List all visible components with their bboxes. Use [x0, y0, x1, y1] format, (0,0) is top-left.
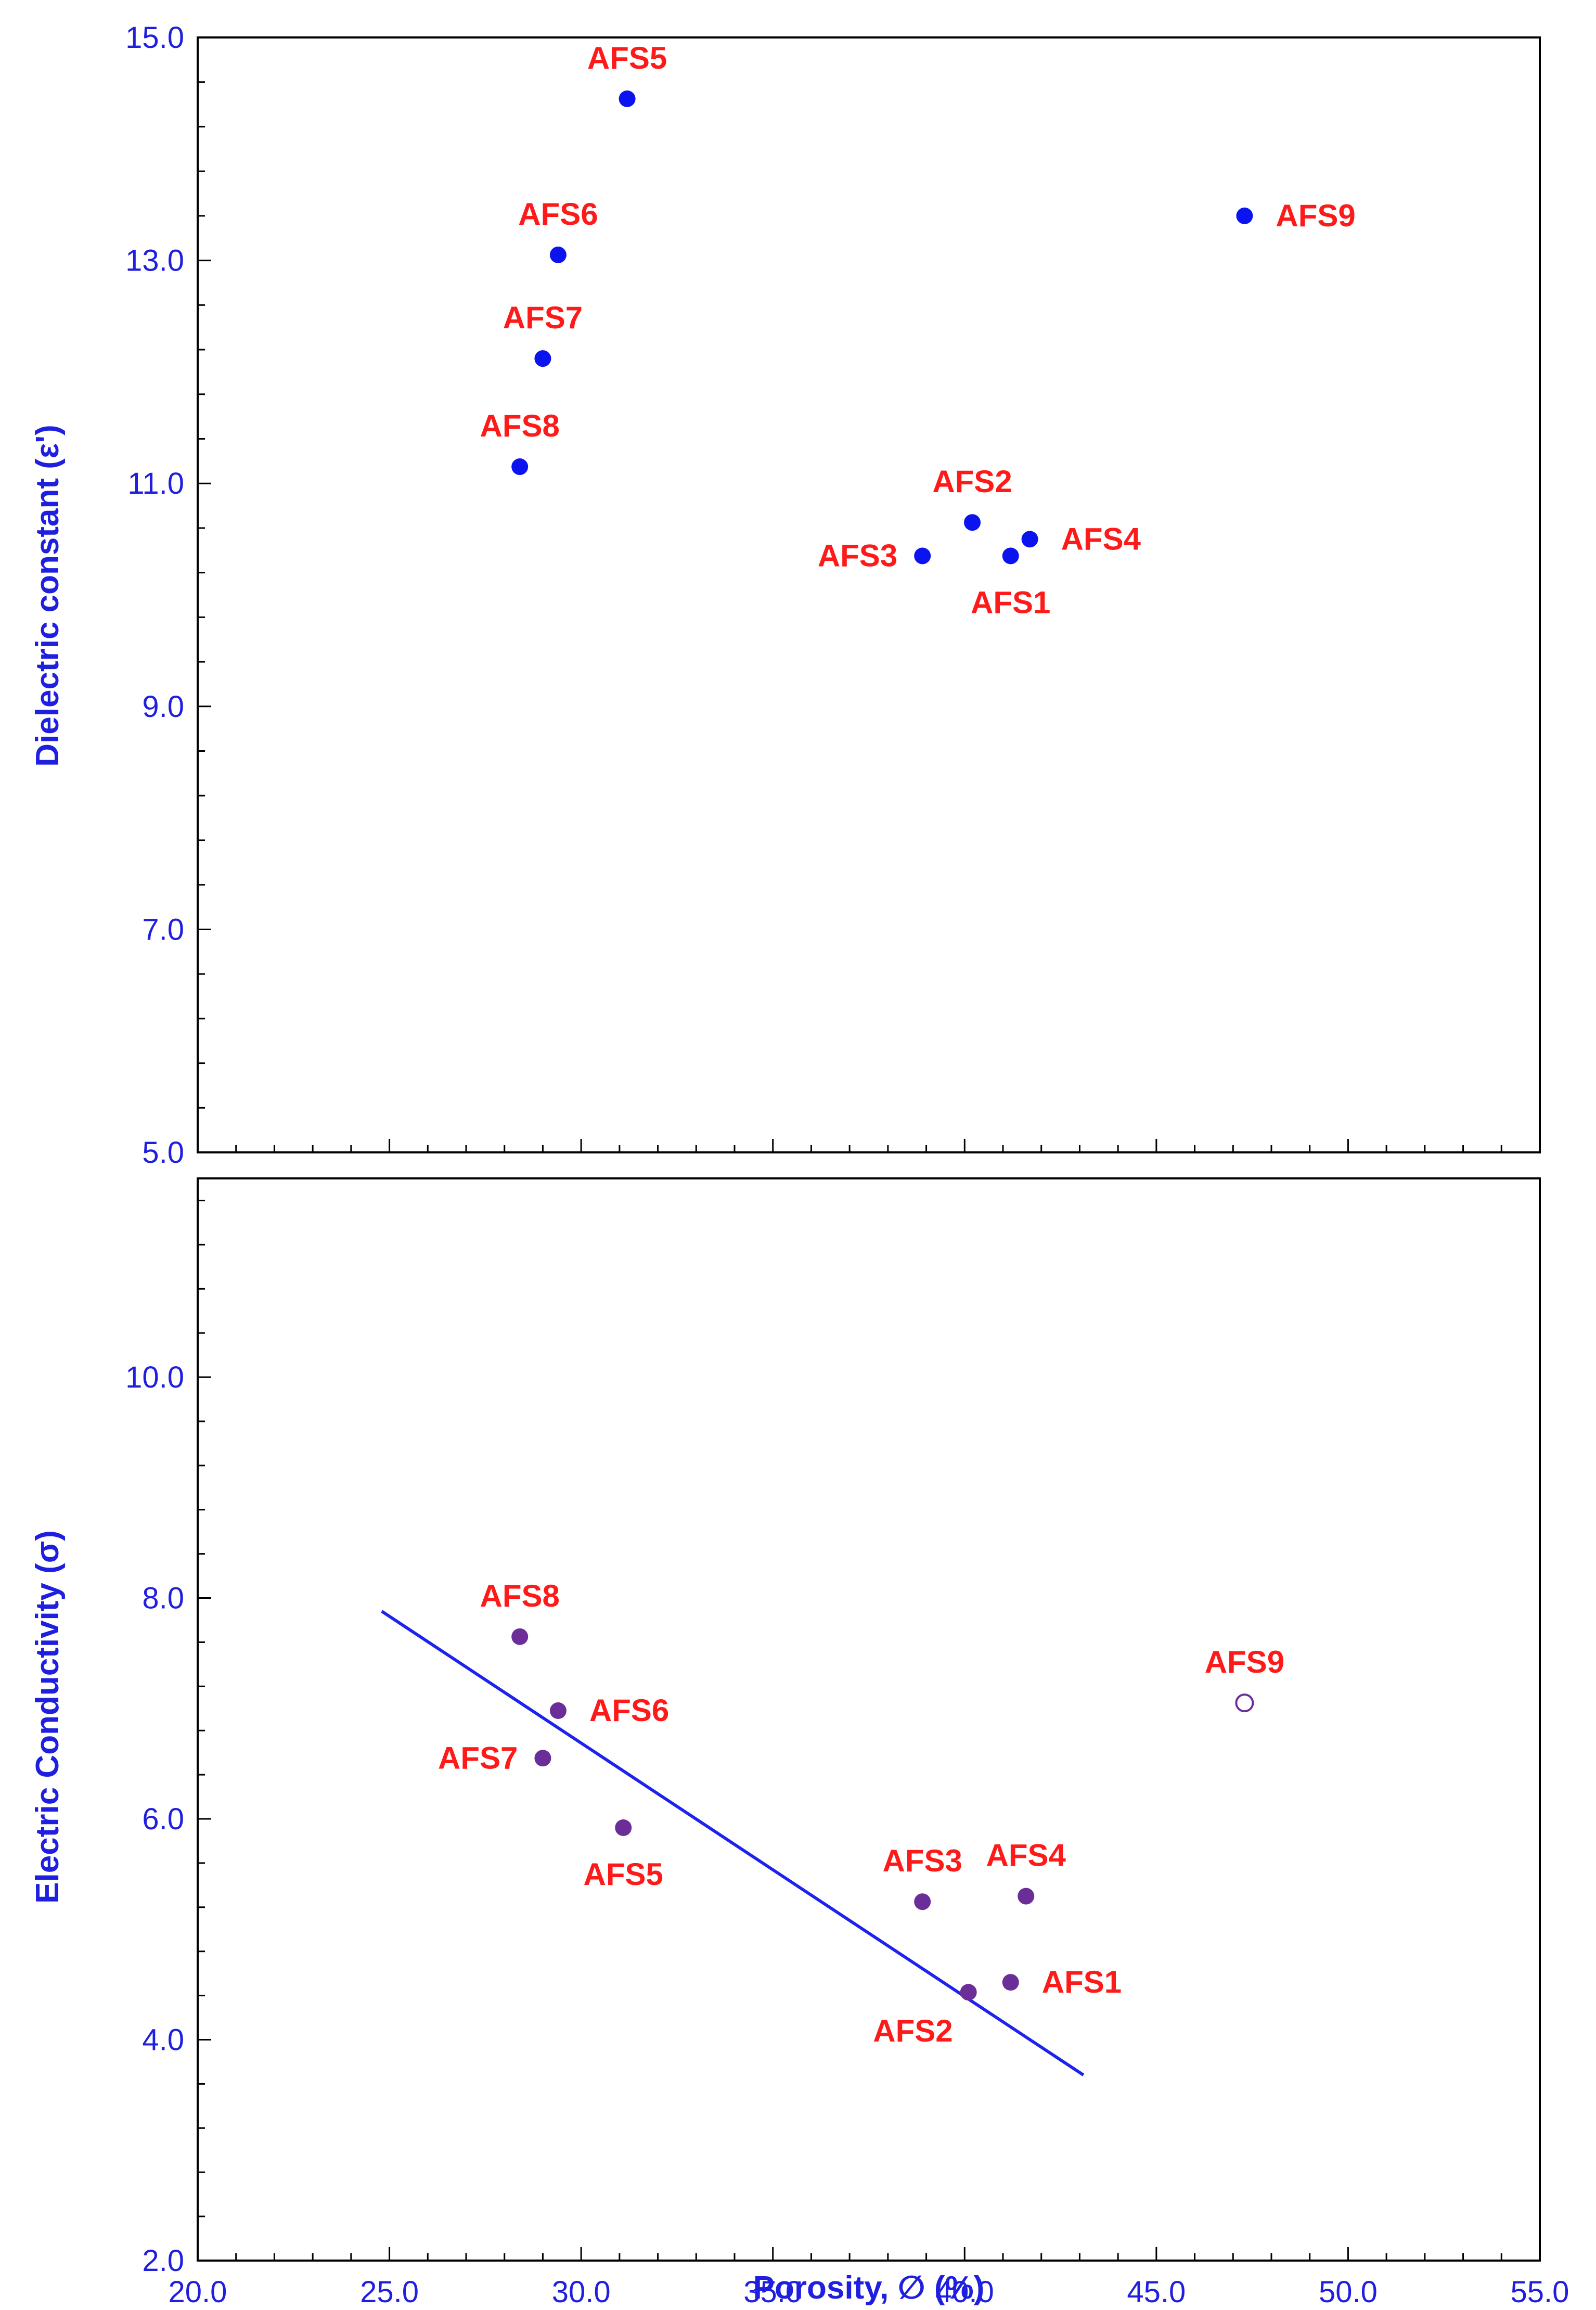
y-tick-label: 2.0: [142, 2244, 184, 2278]
x-tick-label: 30.0: [552, 2275, 611, 2309]
data-label-afs8: AFS8: [480, 1578, 560, 1613]
data-point-afs4: [1021, 531, 1038, 548]
data-label-afs5: AFS5: [587, 41, 667, 75]
data-label-afs9: AFS9: [1276, 198, 1355, 233]
x-tick-label: 45.0: [1127, 2275, 1186, 2309]
data-point-afs8: [511, 1628, 529, 1645]
data-point-afs3: [914, 1893, 931, 1910]
data-label-afs3: AFS3: [818, 538, 897, 573]
y-axis-title: Dielectric constant (ε'): [30, 425, 66, 766]
y-tick-label: 7.0: [142, 913, 184, 946]
x-tick-label: 50.0: [1319, 2275, 1378, 2309]
dielectric-constant-panel: 5.0 7.0 9.0 11.0 13.0 15.0 Dielectric constant…: [30, 21, 1541, 1170]
data-label-afs4: AFS4: [1061, 521, 1141, 556]
data-label-afs7: AFS7: [503, 300, 583, 335]
data-point-afs2: [964, 514, 981, 531]
data-point-afs9: [1236, 207, 1253, 224]
electric-conductivity-panel: 2.0 4.0 6.0 8.0 10.0 20.0 25.0 30.0 35.0 40.0 45.0…: [30, 1177, 1569, 2309]
data-point-afs1: [1002, 547, 1019, 564]
data-label-afs6: AFS6: [589, 1693, 669, 1728]
data-label-afs1: AFS1: [1042, 1965, 1122, 1999]
y-tick-label: 8.0: [142, 1582, 184, 1615]
data-point-afs7: [534, 350, 551, 367]
y-tick-label: 6.0: [142, 1802, 184, 1836]
data-label-afs2: AFS2: [932, 464, 1012, 499]
data-point-afs4: [1018, 1888, 1035, 1905]
data-label-afs2: AFS2: [873, 2013, 953, 2048]
x-tick-label: 55.0: [1511, 2275, 1569, 2309]
plot-area-frame: [197, 1177, 1541, 2262]
data-point-afs5: [615, 1819, 632, 1836]
data-label-afs4: AFS4: [986, 1838, 1066, 1873]
y-tick-label: 4.0: [142, 2023, 184, 2057]
data-label-afs7: AFS7: [438, 1740, 518, 1775]
data-label-afs6: AFS6: [518, 197, 598, 232]
data-point-afs2: [960, 1984, 977, 2001]
y-tick-label: 13.0: [125, 244, 184, 278]
y-tick-label: 9.0: [142, 690, 184, 724]
data-point-afs6: [549, 1702, 567, 1719]
plot-area-frame: [197, 36, 1541, 1153]
y-tick-label: 15.0: [125, 21, 184, 55]
data-point-afs9: [1235, 1693, 1254, 1713]
y-tick-label: 10.0: [125, 1361, 184, 1394]
data-label-afs8: AFS8: [480, 408, 560, 443]
data-label-afs9: AFS9: [1205, 1645, 1284, 1679]
data-point-afs5: [619, 90, 636, 107]
data-label-afs3: AFS3: [883, 1843, 962, 1878]
y-tick-label: 5.0: [142, 1136, 184, 1170]
data-label-afs5: AFS5: [584, 1857, 663, 1892]
data-point-afs1: [1002, 1974, 1019, 1991]
x-axis-title: Porosity, ∅ (%): [753, 2270, 985, 2306]
y-axis-title: Electric Conductivity (σ): [30, 1530, 66, 1904]
x-tick-label: 35.0: [743, 2275, 802, 2309]
data-point-afs6: [549, 246, 567, 263]
data-point-afs7: [534, 1750, 551, 1767]
x-tick-label: 20.0: [169, 2275, 227, 2309]
x-tick-label: 40.0: [935, 2275, 994, 2309]
x-tick-label: 25.0: [360, 2275, 419, 2309]
data-point-afs8: [511, 458, 529, 476]
data-label-afs1: AFS1: [971, 585, 1050, 620]
data-point-afs3: [914, 547, 931, 564]
y-tick-label: 11.0: [127, 467, 184, 500]
